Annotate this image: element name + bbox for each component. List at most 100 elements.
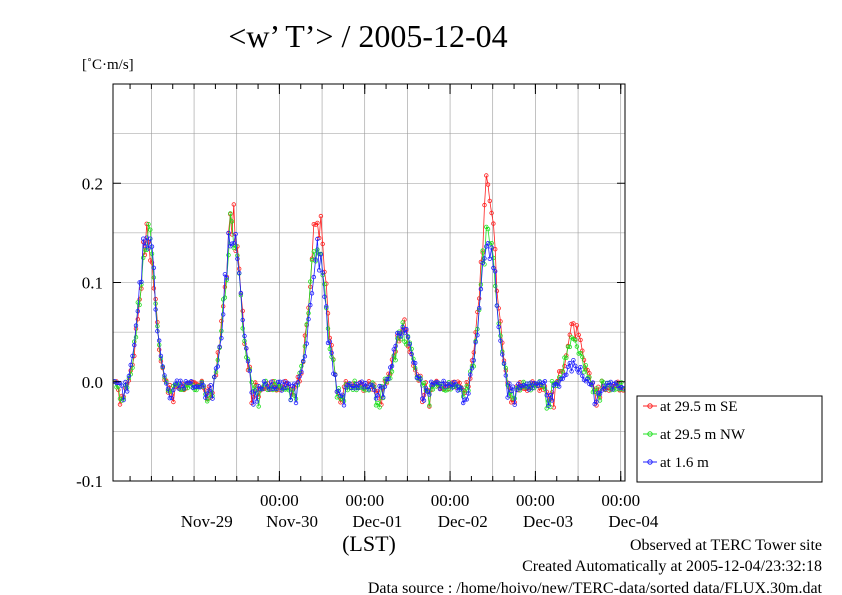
series-point — [409, 351, 414, 357]
series-point — [117, 402, 123, 407]
series-point — [594, 386, 599, 391]
series-point — [400, 324, 405, 330]
series-point — [320, 270, 325, 275]
series-point — [299, 369, 304, 374]
series-point — [176, 386, 181, 391]
series-point — [475, 333, 480, 338]
series-point — [219, 318, 224, 324]
series-point — [484, 244, 489, 249]
series-point — [377, 405, 382, 410]
series-point — [222, 284, 228, 290]
series-point — [507, 381, 512, 386]
series-point — [167, 396, 172, 401]
series-point — [409, 346, 414, 352]
series-point — [229, 241, 235, 246]
series-point — [286, 381, 292, 387]
series-point — [393, 343, 398, 349]
series-point — [327, 346, 332, 352]
series-point — [126, 373, 132, 379]
series-point — [366, 379, 372, 384]
series-point — [482, 202, 487, 208]
series-point — [578, 350, 583, 356]
series-point — [427, 392, 432, 397]
x-tick-label: 00:00 — [345, 491, 384, 510]
series-point — [597, 391, 603, 396]
series-point — [510, 384, 516, 389]
series-point — [606, 383, 612, 388]
y-tick-label: 0.1 — [82, 274, 103, 293]
series-point — [260, 387, 265, 392]
series-point — [146, 239, 151, 245]
x-date-label: Dec-01 — [352, 512, 402, 531]
series-point — [578, 337, 583, 343]
series-point — [148, 227, 153, 232]
series-point — [471, 350, 476, 355]
footer-source: Data source : /home/hoivo/new/TERC-data/… — [368, 580, 823, 595]
series-point — [171, 387, 176, 393]
series-point — [315, 236, 320, 242]
series-point — [464, 383, 469, 389]
series-point — [480, 260, 485, 266]
y-axis: -0.1 0.0 0.1 0.2 — [76, 174, 625, 491]
series-point — [590, 389, 596, 395]
series-point — [212, 374, 217, 380]
series-point — [375, 400, 380, 406]
series-point — [491, 221, 496, 226]
series-point — [242, 333, 247, 339]
series-point — [580, 373, 585, 378]
series-point — [229, 219, 235, 224]
series-point — [521, 379, 526, 385]
series-point — [329, 350, 334, 355]
series-point — [489, 210, 494, 216]
series-point — [222, 295, 228, 300]
series-point — [215, 357, 220, 363]
series-point — [197, 385, 203, 390]
series-point — [500, 352, 505, 357]
series-point — [144, 221, 149, 226]
series-point — [510, 396, 516, 401]
series-point — [400, 320, 405, 325]
series-point — [610, 387, 615, 392]
series-point — [256, 394, 261, 399]
series-point — [219, 328, 224, 334]
series-point — [391, 353, 396, 358]
series-point — [573, 363, 578, 368]
series-point — [437, 386, 443, 392]
series-point — [526, 387, 532, 392]
series-point — [244, 346, 249, 351]
series-point — [619, 380, 624, 385]
series-point — [418, 377, 423, 382]
series-point — [542, 379, 548, 384]
series-point — [430, 387, 436, 392]
series-point — [242, 338, 247, 344]
series-point — [347, 381, 352, 386]
x-axis-label: (LST) — [342, 531, 396, 556]
series-point — [240, 308, 245, 314]
series-point — [549, 379, 555, 384]
series-point — [402, 330, 407, 336]
series-point — [341, 403, 347, 408]
series-point — [139, 279, 144, 284]
y-unit-label: [˚C·m/s] — [82, 57, 134, 73]
series-point — [471, 358, 476, 363]
series-point — [116, 380, 121, 386]
series-point — [220, 312, 226, 317]
series-point — [178, 378, 183, 383]
series-point — [461, 400, 466, 406]
series-point — [304, 341, 309, 346]
series-point — [578, 365, 583, 370]
series-point — [324, 304, 329, 309]
series-point — [146, 246, 151, 251]
series-point — [405, 335, 411, 340]
series-point — [395, 330, 400, 336]
series-point — [373, 396, 379, 401]
series-point — [359, 379, 364, 384]
series-point — [573, 338, 578, 343]
series-point — [512, 396, 517, 401]
series-point — [505, 395, 510, 400]
x-tick-label: 00:00 — [431, 491, 470, 510]
series-point — [560, 369, 565, 374]
grid-lines — [113, 84, 625, 481]
series-point — [546, 403, 551, 408]
series-point — [427, 403, 432, 408]
